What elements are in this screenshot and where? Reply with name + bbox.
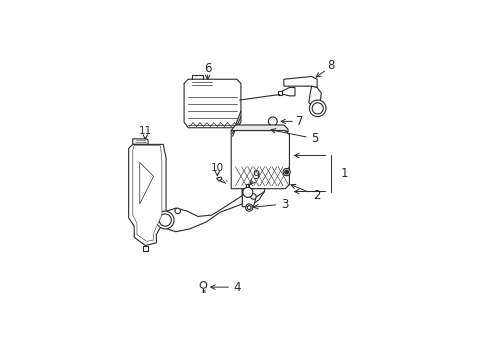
Polygon shape — [216, 177, 222, 181]
Text: 6: 6 — [203, 62, 211, 75]
Polygon shape — [128, 144, 166, 246]
Circle shape — [250, 194, 256, 199]
Circle shape — [283, 168, 290, 176]
Circle shape — [243, 187, 252, 197]
Circle shape — [284, 170, 288, 174]
Text: 5: 5 — [310, 131, 317, 144]
Polygon shape — [242, 189, 264, 205]
Circle shape — [268, 117, 277, 126]
Polygon shape — [163, 196, 242, 232]
Circle shape — [247, 206, 251, 210]
Polygon shape — [231, 125, 287, 132]
Text: 4: 4 — [232, 281, 240, 294]
Polygon shape — [231, 131, 289, 189]
Polygon shape — [140, 162, 153, 204]
Text: 9: 9 — [252, 169, 260, 182]
Text: 7: 7 — [296, 115, 303, 128]
Circle shape — [175, 208, 180, 214]
Polygon shape — [142, 246, 148, 251]
Polygon shape — [308, 86, 321, 107]
Circle shape — [159, 214, 171, 226]
Polygon shape — [277, 91, 282, 95]
Polygon shape — [278, 87, 294, 96]
Polygon shape — [133, 139, 148, 144]
Text: 3: 3 — [280, 198, 287, 211]
Text: 2: 2 — [312, 189, 320, 202]
Circle shape — [309, 100, 325, 117]
Text: 8: 8 — [326, 59, 334, 72]
Polygon shape — [284, 76, 317, 87]
Circle shape — [200, 282, 206, 288]
Circle shape — [245, 204, 252, 211]
Polygon shape — [242, 189, 264, 207]
Polygon shape — [183, 79, 241, 128]
Polygon shape — [133, 146, 162, 242]
Text: 1: 1 — [341, 167, 348, 180]
Polygon shape — [246, 184, 249, 187]
Text: 11: 11 — [139, 126, 152, 136]
Circle shape — [156, 211, 174, 229]
Circle shape — [311, 103, 323, 114]
Text: 10: 10 — [210, 163, 224, 173]
